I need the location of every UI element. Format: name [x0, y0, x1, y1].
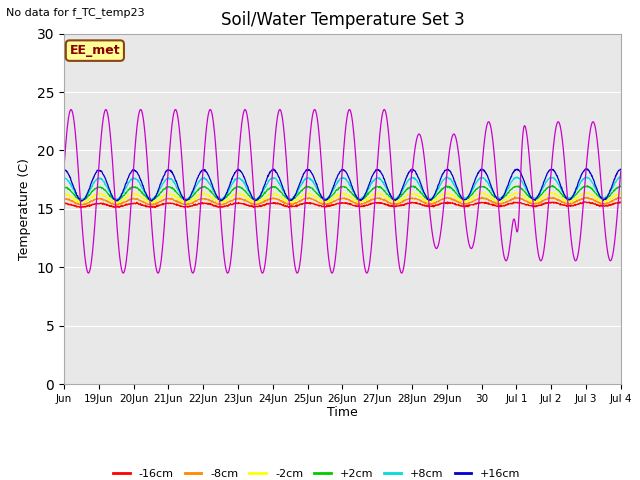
- Title: Soil/Water Temperature Set 3: Soil/Water Temperature Set 3: [221, 11, 464, 29]
- X-axis label: Time: Time: [327, 407, 358, 420]
- Y-axis label: Temperature (C): Temperature (C): [18, 158, 31, 260]
- Text: EE_met: EE_met: [70, 44, 120, 57]
- Text: No data for f_TC_temp23: No data for f_TC_temp23: [6, 7, 145, 18]
